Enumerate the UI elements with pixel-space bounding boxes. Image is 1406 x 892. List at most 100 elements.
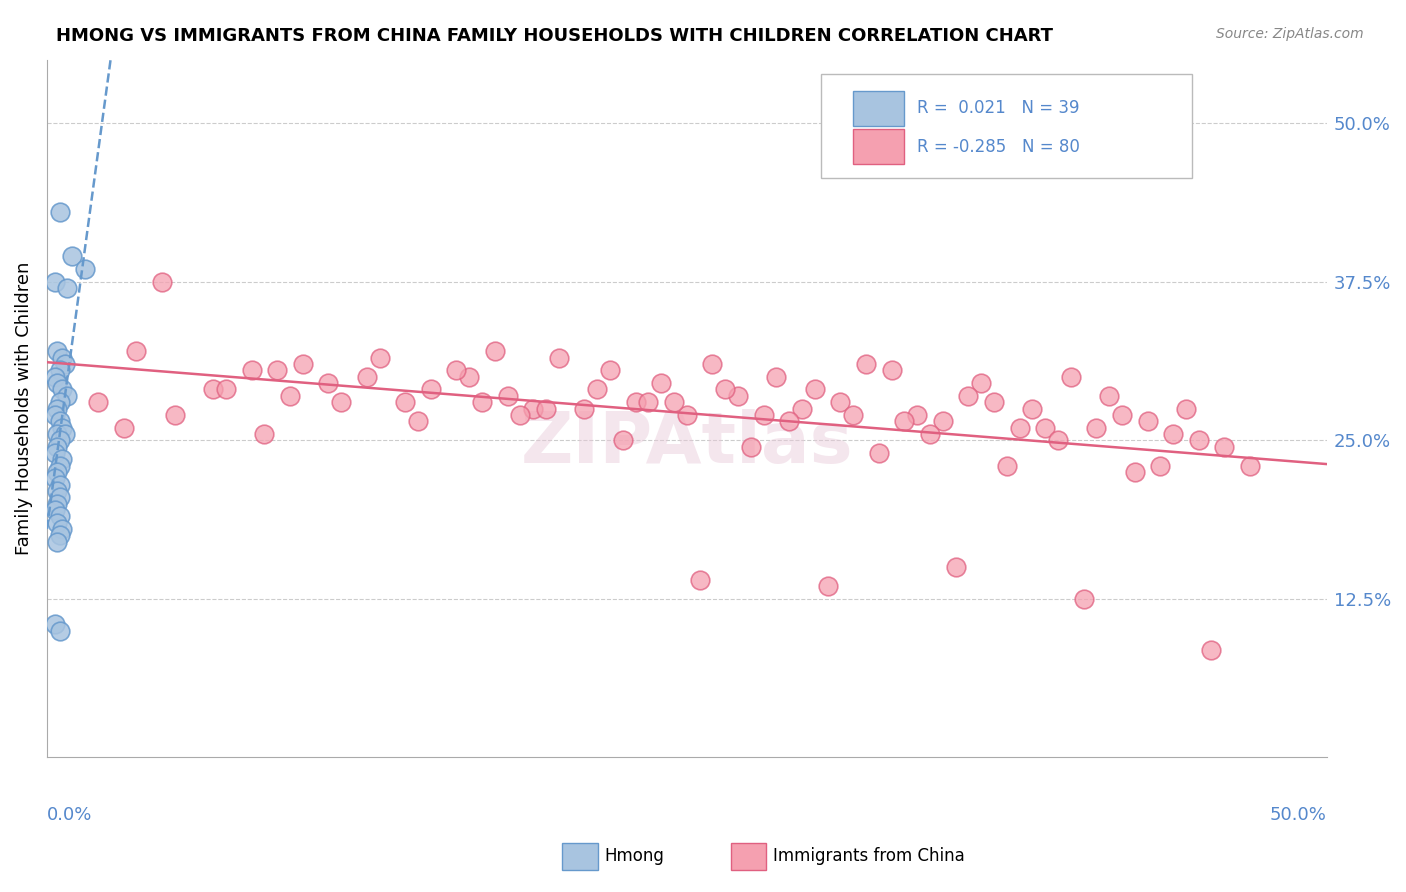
Point	[1085, 420, 1108, 434]
Point	[48, 624, 70, 638]
Point	[765, 369, 787, 384]
Point	[75, 262, 97, 277]
Point	[983, 395, 1005, 409]
Point	[458, 369, 481, 384]
Point	[970, 376, 993, 391]
Point	[330, 395, 353, 409]
Point	[509, 408, 531, 422]
Point	[46, 516, 69, 530]
Point	[662, 395, 685, 409]
Point	[125, 344, 148, 359]
Point	[46, 440, 69, 454]
Point	[53, 357, 76, 371]
Point	[534, 401, 557, 416]
Point	[1033, 420, 1056, 434]
Point	[599, 363, 621, 377]
Point	[1021, 401, 1043, 416]
Point	[48, 414, 70, 428]
Point	[855, 357, 877, 371]
Point	[803, 383, 825, 397]
Point	[44, 503, 66, 517]
Point	[112, 420, 135, 434]
Point	[278, 389, 301, 403]
Point	[1188, 434, 1211, 448]
Point	[48, 395, 70, 409]
Point	[574, 401, 596, 416]
Point	[1213, 440, 1236, 454]
Point	[48, 363, 70, 377]
Point	[150, 275, 173, 289]
Point	[624, 395, 647, 409]
Point	[44, 369, 66, 384]
Text: HMONG VS IMMIGRANTS FROM CHINA FAMILY HOUSEHOLDS WITH CHILDREN CORRELATION CHART: HMONG VS IMMIGRANTS FROM CHINA FAMILY HO…	[56, 27, 1053, 45]
Point	[51, 522, 73, 536]
Point	[394, 395, 416, 409]
Point	[1239, 458, 1261, 473]
Point	[62, 249, 84, 263]
Point	[51, 452, 73, 467]
Point	[53, 426, 76, 441]
Point	[586, 383, 609, 397]
FancyBboxPatch shape	[821, 73, 1192, 178]
Point	[740, 440, 762, 454]
Point	[46, 344, 69, 359]
Point	[842, 408, 865, 422]
Point	[675, 408, 697, 422]
Point	[1060, 369, 1083, 384]
Point	[714, 383, 737, 397]
Point	[46, 426, 69, 441]
Point	[945, 560, 967, 574]
Point	[48, 458, 70, 473]
Point	[689, 573, 711, 587]
Point	[1174, 401, 1197, 416]
Point	[46, 376, 69, 391]
Point	[56, 281, 79, 295]
Point	[1161, 426, 1184, 441]
Text: Immigrants from China: Immigrants from China	[773, 847, 965, 865]
Point	[46, 497, 69, 511]
Point	[202, 383, 225, 397]
Point	[291, 357, 314, 371]
Text: 0.0%: 0.0%	[46, 806, 93, 824]
Point	[318, 376, 340, 391]
Point	[471, 395, 494, 409]
Point	[752, 408, 775, 422]
Point	[48, 528, 70, 542]
Point	[87, 395, 110, 409]
Point	[1123, 465, 1146, 479]
Point	[484, 344, 506, 359]
Point	[880, 363, 903, 377]
Point	[46, 483, 69, 498]
Point	[637, 395, 659, 409]
Point	[51, 383, 73, 397]
Point	[1201, 642, 1223, 657]
Point	[1149, 458, 1171, 473]
Point	[547, 351, 569, 365]
Text: Source: ZipAtlas.com: Source: ZipAtlas.com	[1216, 27, 1364, 41]
Point	[48, 509, 70, 524]
Text: 50.0%: 50.0%	[1270, 806, 1327, 824]
Point	[240, 363, 263, 377]
Point	[46, 401, 69, 416]
Point	[51, 420, 73, 434]
Point	[995, 458, 1018, 473]
Point	[868, 446, 890, 460]
Point	[51, 351, 73, 365]
Text: R =  0.021   N = 39: R = 0.021 N = 39	[917, 99, 1080, 118]
Text: R = -0.285   N = 80: R = -0.285 N = 80	[917, 138, 1080, 156]
Point	[368, 351, 391, 365]
Point	[496, 389, 519, 403]
Point	[522, 401, 544, 416]
Point	[48, 491, 70, 505]
Y-axis label: Family Households with Children: Family Households with Children	[15, 262, 32, 555]
Point	[48, 434, 70, 448]
Point	[702, 357, 724, 371]
FancyBboxPatch shape	[853, 129, 904, 164]
Point	[356, 369, 378, 384]
Point	[790, 401, 813, 416]
Point	[957, 389, 980, 403]
Point	[778, 414, 800, 428]
Text: Hmong: Hmong	[605, 847, 665, 865]
Point	[830, 395, 852, 409]
Point	[905, 408, 928, 422]
